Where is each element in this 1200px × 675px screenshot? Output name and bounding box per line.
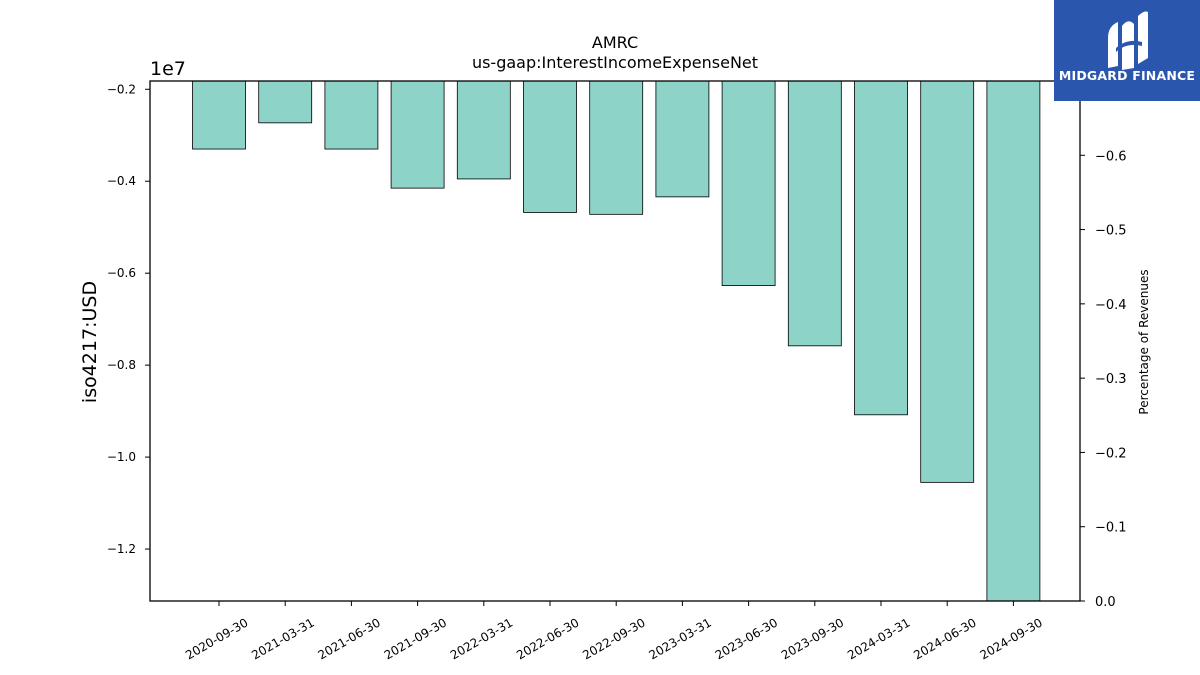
x-tick-label: 2021-09-30 (382, 615, 449, 662)
y-axis-label: iso4217:USD (79, 281, 101, 403)
y-ticks-group: −0.2 −0.4 −0.6 −0.8 −1.0 −1.2 (107, 82, 150, 556)
y-tick-label: −1.0 (107, 450, 136, 464)
bar-2020-09-30 (192, 80, 246, 150)
x-ticks-group: 2020-09-302021-03-312021-06-302021-09-30… (183, 601, 1045, 662)
bar-2021-06-30 (324, 80, 379, 150)
y2-tick-label: −0.6 (1095, 149, 1127, 164)
x-tick-label: 2024-03-31 (845, 615, 912, 662)
y2-tick-label: −0.5 (1095, 224, 1127, 239)
y-tick-label: −0.6 (107, 266, 136, 280)
y2-tick-label: −0.1 (1095, 521, 1127, 536)
y2-tick-label: 0.0 (1095, 595, 1116, 610)
x-tick-label: 2024-09-30 (977, 615, 1044, 662)
y2-tick-label: −0.2 (1095, 446, 1127, 461)
chart-title: AMRC (592, 33, 638, 52)
y2-tick-label: −0.4 (1095, 298, 1127, 313)
y2-tick-label: −0.3 (1095, 372, 1127, 387)
y-tick-label: −0.4 (107, 174, 136, 188)
bar-2024-09-30 (986, 80, 1041, 602)
bar-2023-09-30 (787, 80, 842, 347)
y2-axis-label: Percentage of Revenues (1137, 269, 1151, 414)
x-tick-label: 2021-03-31 (249, 615, 316, 662)
bar-2021-09-30 (390, 80, 445, 189)
bar-2024-03-31 (854, 80, 908, 416)
y2-ticks-group: −0.6 −0.5 −0.4 −0.3 −0.2 −0.1 0.0 (1080, 149, 1127, 610)
x-tick-label: 2023-03-31 (646, 615, 713, 662)
x-tick-label: 2020-09-30 (183, 615, 250, 662)
x-tick-label: 2024-06-30 (911, 615, 978, 662)
x-tick-label: 2022-03-31 (448, 615, 515, 662)
x-tick-label: 2023-06-30 (713, 615, 780, 662)
bar-2021-03-31 (258, 80, 313, 124)
chart-subtitle: us-gaap:InterestIncomeExpenseNet (472, 53, 758, 72)
logo-text: MIDGARD FINANCE (1058, 68, 1196, 83)
bar-2022-06-30 (523, 80, 577, 213)
bar-2022-09-30 (589, 80, 644, 215)
bars-group (192, 80, 1041, 602)
x-tick-label: 2022-06-30 (514, 615, 581, 662)
plot-frame (149, 80, 1081, 602)
bar-2024-06-30 (920, 80, 975, 483)
x-tick-label: 2023-09-30 (779, 615, 846, 662)
midgard-finance-logo: MIDGARD FINANCE (1054, 0, 1200, 101)
bar-2023-06-30 (721, 80, 776, 286)
y-tick-label: −0.8 (107, 358, 136, 372)
bar-2023-03-31 (655, 80, 710, 198)
bar-2022-03-31 (456, 80, 511, 180)
x-tick-label: 2021-06-30 (315, 615, 382, 662)
midgard-logo-icon (1108, 11, 1148, 70)
y-tick-label: −0.2 (107, 82, 136, 96)
y-axis-offset-label: 1e7 (150, 58, 186, 80)
x-tick-label: 2022-09-30 (580, 615, 647, 662)
y-tick-label: −1.2 (107, 542, 136, 556)
